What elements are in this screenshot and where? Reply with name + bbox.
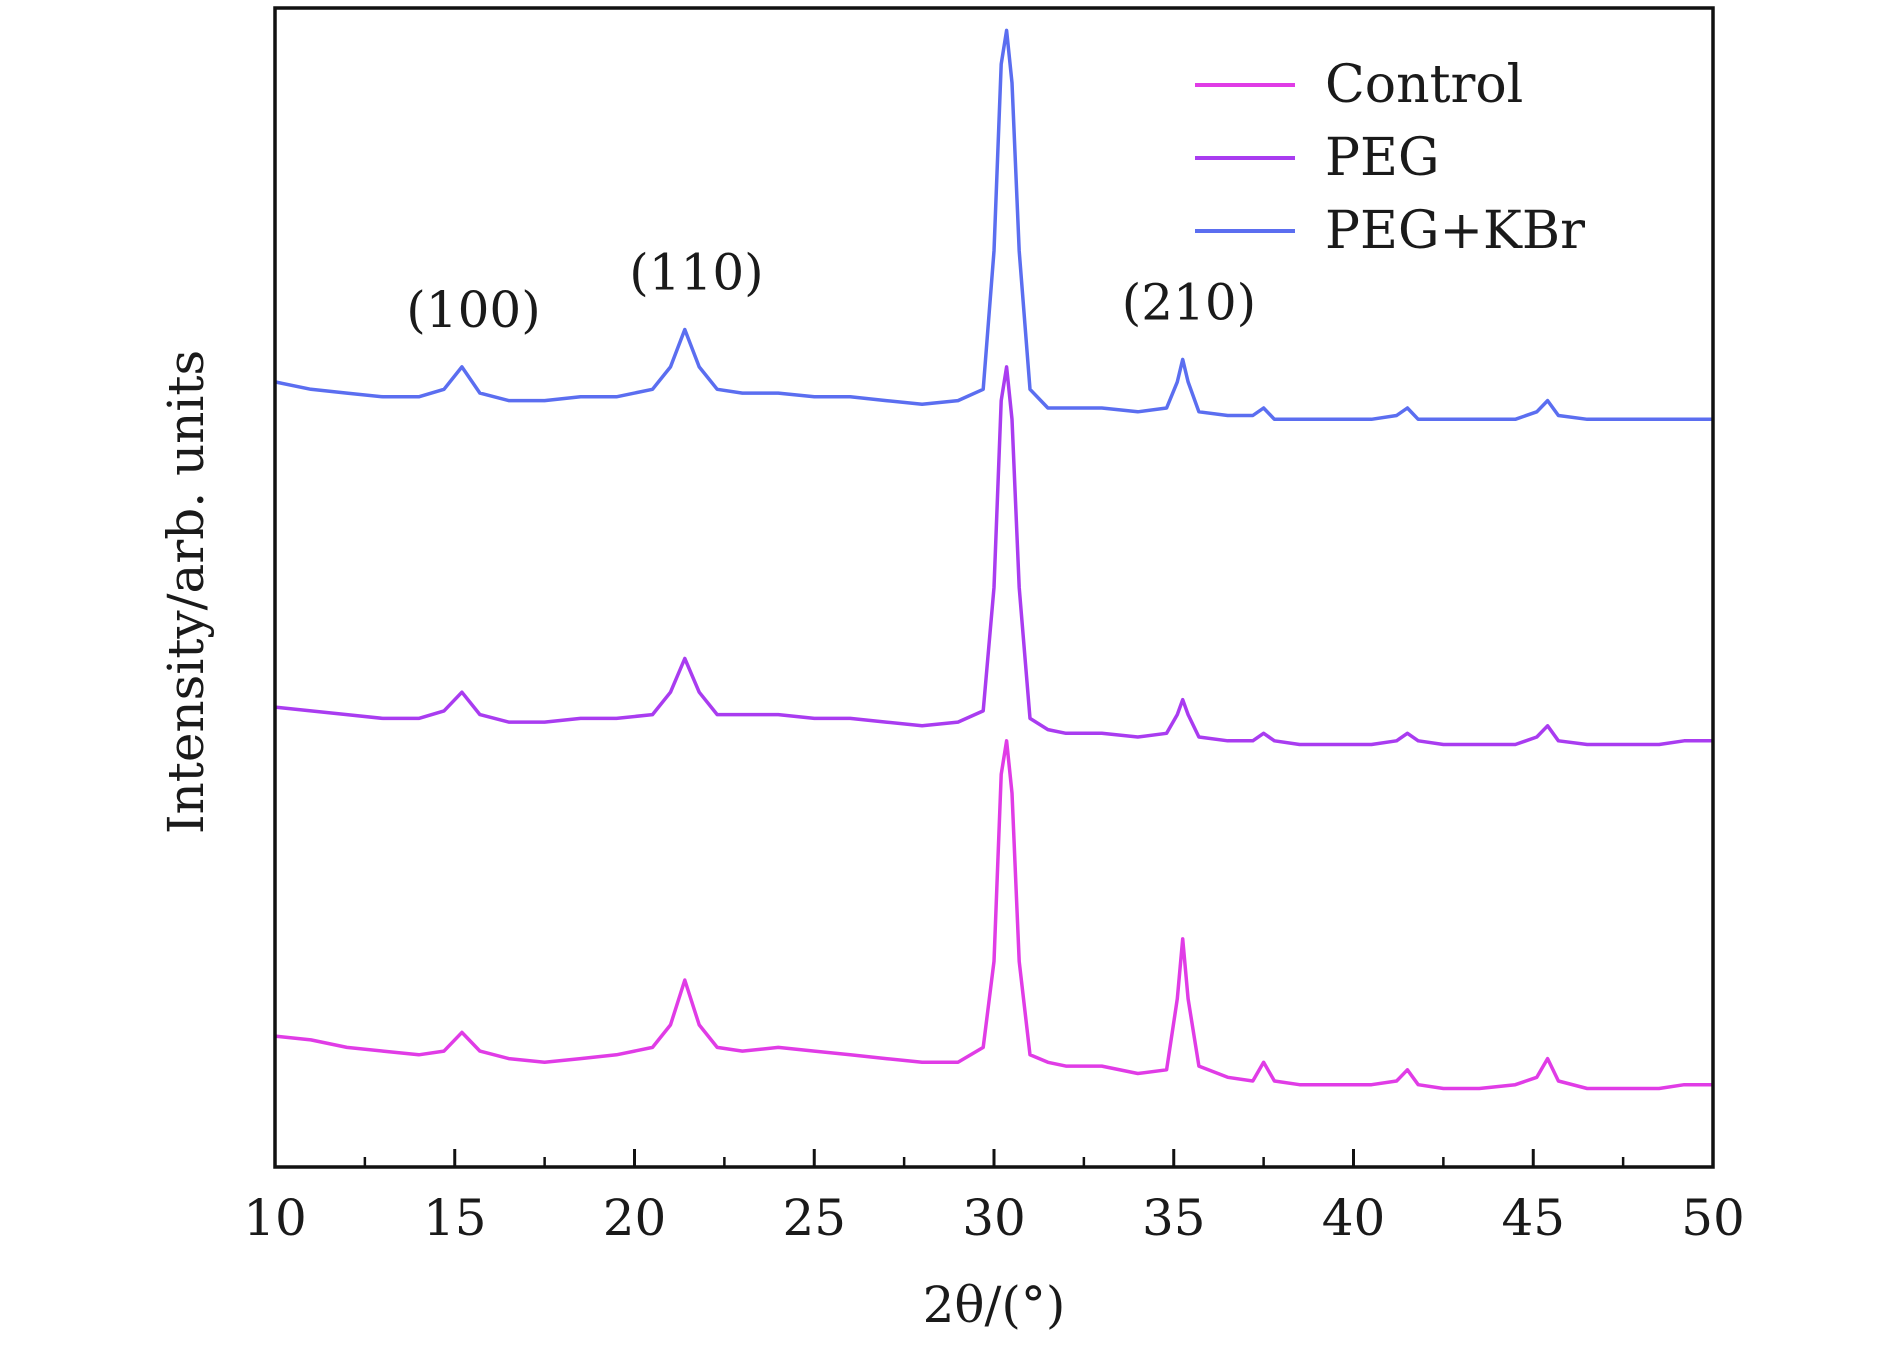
x-tick-label: 40: [1322, 1189, 1386, 1247]
series-layer: [275, 30, 1713, 1088]
legend-label: PEG+KBr: [1325, 201, 1585, 261]
legend-label: Control: [1325, 55, 1523, 115]
series-line-peg: [275, 367, 1713, 745]
peak-label: (210): [1122, 273, 1256, 331]
peak-label: (110): [629, 244, 763, 302]
x-tick-label: 50: [1681, 1189, 1745, 1247]
x-tick-label: 45: [1501, 1189, 1565, 1247]
y-axis-title: Intensity/arb. units: [157, 350, 215, 834]
x-tick-label: 20: [603, 1189, 667, 1247]
legend-label: PEG: [1325, 128, 1440, 188]
x-tick-label: 30: [962, 1189, 1026, 1247]
x-axis-title: 2θ/(°): [923, 1276, 1066, 1334]
x-tick-label: 25: [782, 1189, 846, 1247]
axes: 10 15 20 25 30 35 40 45 50: [243, 8, 1745, 1247]
x-tick-label: 35: [1142, 1189, 1206, 1247]
peak-label: (100): [406, 281, 540, 339]
legend: Control PEG PEG+KBr: [1195, 55, 1585, 261]
series-line-control: [275, 741, 1713, 1089]
xrd-chart: (100)(110)(200)(210) 101520253035404550 …: [0, 0, 1890, 1347]
peak-label: (200): [946, 0, 1080, 2]
x-tick-label: 15: [423, 1189, 487, 1247]
x-tick-label: 10: [243, 1189, 307, 1247]
peak-annotations: (100) (110) (200) (210): [406, 0, 1256, 339]
